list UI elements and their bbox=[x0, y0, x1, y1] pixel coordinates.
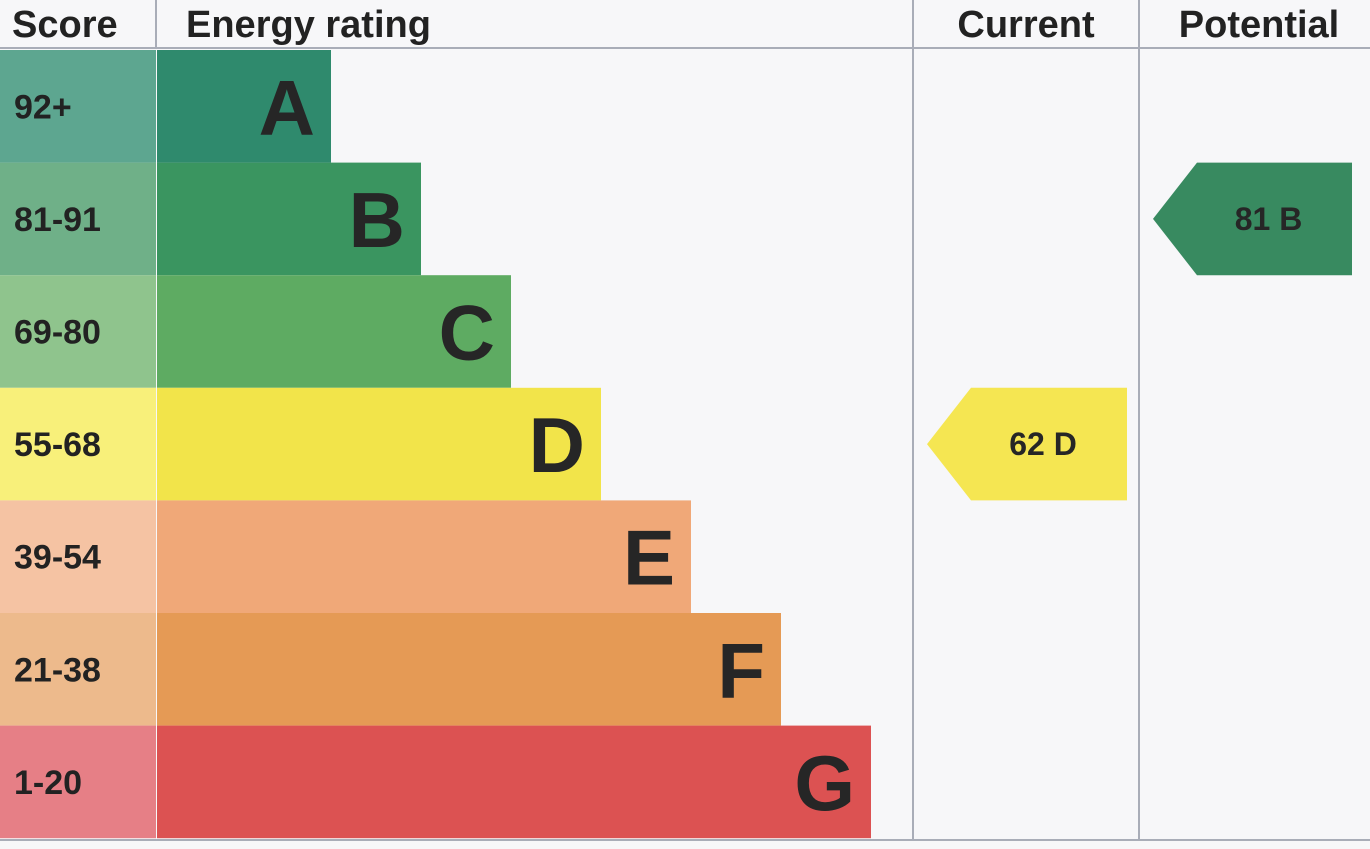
score-cell-g bbox=[0, 725, 156, 839]
current-rating-arrow bbox=[927, 387, 1127, 501]
rating-bar-d bbox=[157, 387, 601, 501]
rating-letter-c: C bbox=[439, 289, 495, 377]
current-rating-label: 62 D bbox=[1009, 426, 1077, 462]
score-range-a: 92+ bbox=[14, 88, 72, 126]
score-cell-b bbox=[0, 162, 156, 276]
rating-bands: 92+ A 81-91 B 69-80 C 55-68 D 39-54 E 21-38 F 1-20 G bbox=[0, 50, 871, 839]
score-cell-e bbox=[0, 500, 156, 613]
score-cell-f bbox=[0, 613, 156, 726]
rating-bar-e bbox=[157, 500, 691, 613]
score-range-b: 81-91 bbox=[14, 201, 101, 239]
energy-rating-header: Energy rating bbox=[186, 4, 431, 46]
rating-letter-d: D bbox=[529, 401, 585, 489]
potential-rating-label: 81 B bbox=[1235, 201, 1303, 237]
rating-letter-g: G bbox=[794, 739, 855, 827]
current-header: Current bbox=[957, 4, 1095, 46]
score-header: Score bbox=[12, 4, 118, 46]
rating-bar-g bbox=[157, 725, 871, 839]
score-cell-a bbox=[0, 50, 156, 163]
rating-letter-b: B bbox=[349, 176, 405, 264]
score-range-d: 55-68 bbox=[14, 426, 101, 464]
score-cell-d bbox=[0, 387, 156, 501]
rating-bar-a bbox=[157, 50, 331, 163]
rating-letter-f: F bbox=[717, 626, 765, 714]
rating-bar-c bbox=[157, 275, 511, 388]
rating-bar-f bbox=[157, 613, 781, 726]
rating-bar-b bbox=[157, 162, 421, 276]
score-range-c: 69-80 bbox=[14, 314, 101, 352]
rating-letter-a: A bbox=[259, 63, 315, 151]
score-cell-c bbox=[0, 275, 156, 388]
rating-letter-e: E bbox=[623, 514, 675, 602]
score-range-e: 39-54 bbox=[14, 539, 101, 577]
potential-header: Potential bbox=[1179, 4, 1339, 46]
score-range-f: 21-38 bbox=[14, 651, 101, 689]
potential-rating-arrow bbox=[1153, 162, 1352, 276]
rating-arrows: 62 D 81 B bbox=[927, 162, 1352, 501]
score-range-g: 1-20 bbox=[14, 764, 82, 802]
